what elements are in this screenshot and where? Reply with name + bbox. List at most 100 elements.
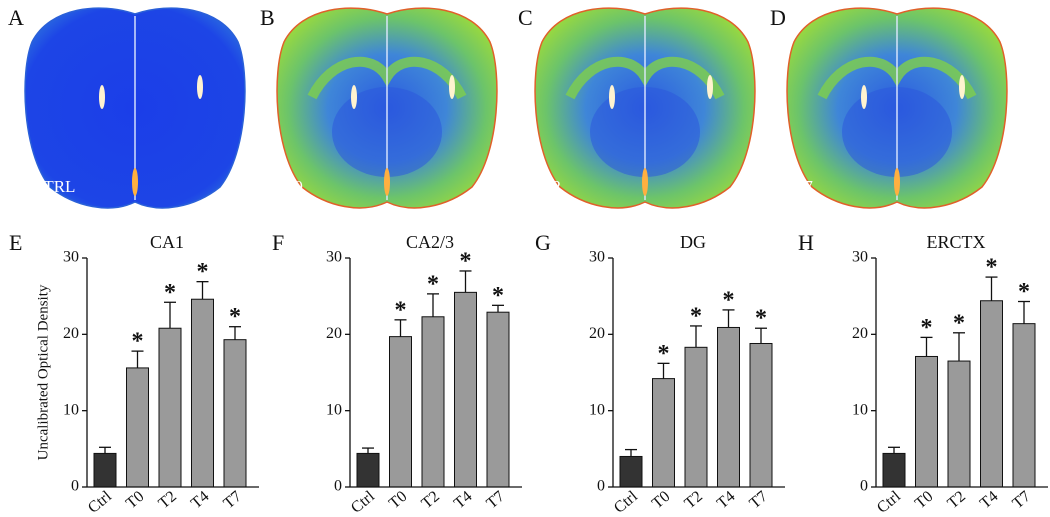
x-tick-label: T4 (188, 488, 213, 512)
bar (421, 316, 445, 488)
ventricle (351, 85, 357, 109)
x-tick-label: T2 (944, 488, 969, 512)
image-label: T0 (284, 177, 303, 196)
y-tick-label: 30 (852, 249, 868, 266)
significance-mark: * (755, 306, 767, 332)
bar (947, 360, 971, 488)
ventricle (449, 75, 455, 99)
panel-letter: G (535, 230, 551, 255)
bar (980, 300, 1003, 488)
bar (619, 455, 643, 488)
brain-image (534, 7, 756, 209)
bar (356, 452, 380, 488)
significance-mark: * (723, 287, 735, 313)
y-tick-label: 30 (63, 249, 79, 266)
x-tick-label: T7 (1009, 488, 1034, 512)
significance-mark: * (395, 297, 407, 323)
x-tick-label: T7 (746, 488, 771, 512)
chart-title: CA2/3 (406, 232, 454, 252)
y-tick-label: 10 (852, 401, 868, 418)
y-tick-label: 0 (597, 478, 605, 495)
ventricle (707, 75, 713, 99)
x-tick-label: T2 (155, 488, 180, 512)
panel-letter: E (9, 230, 22, 255)
y-tick-label: 0 (71, 478, 79, 495)
bar (915, 355, 938, 488)
significance-mark: * (460, 248, 472, 274)
y-tick-label: 10 (63, 401, 79, 418)
y-tick-label: 0 (334, 478, 342, 495)
ventricle (132, 168, 138, 196)
x-tick-label: T0 (123, 488, 148, 512)
ventricle (959, 75, 965, 99)
significance-mark: * (1018, 279, 1030, 305)
x-tick-label: T0 (912, 488, 937, 512)
bar (717, 326, 740, 488)
x-tick-label: Ctrl (348, 487, 378, 516)
ventricle (609, 85, 615, 109)
significance-mark: * (986, 255, 998, 281)
y-tick-label: 30 (326, 249, 342, 266)
image-label: CTRL (32, 177, 75, 196)
y-tick-label: 20 (852, 325, 868, 342)
panel-letter: D (770, 5, 786, 30)
ventricle (642, 168, 648, 196)
x-tick-label: T0 (649, 488, 674, 512)
panel-letter: H (798, 230, 814, 255)
significance-mark: * (132, 329, 144, 355)
panel-letter: B (260, 5, 275, 30)
bar (191, 298, 214, 488)
significance-mark: * (658, 341, 670, 367)
panel-letter: C (518, 5, 533, 30)
x-tick-label: T4 (451, 488, 476, 512)
panel-letter: A (8, 5, 24, 30)
bar (684, 346, 708, 488)
x-tick-label: T2 (418, 488, 443, 512)
chart-title: DG (680, 232, 706, 252)
x-tick-label: T7 (483, 488, 508, 512)
brain-image (276, 7, 498, 209)
ventricle (99, 85, 105, 109)
y-tick-label: 10 (589, 401, 605, 418)
x-tick-label: T4 (714, 488, 739, 512)
bar (126, 367, 149, 488)
significance-mark: * (690, 303, 702, 329)
ventricle (384, 168, 390, 196)
bar (454, 291, 477, 488)
chart-title: CA1 (150, 232, 184, 252)
significance-mark: * (197, 259, 209, 285)
ventricle (861, 85, 867, 109)
bar (223, 339, 247, 488)
y-axis-label: Uncalibrated Optical Density (35, 284, 51, 460)
y-tick-label: 10 (326, 401, 342, 418)
ventricle (894, 168, 900, 196)
significance-mark: * (921, 315, 933, 341)
significance-mark: * (492, 283, 504, 309)
panel-letter: F (272, 230, 284, 255)
bar (486, 311, 510, 488)
y-tick-label: 20 (589, 325, 605, 342)
image-label: T2 (542, 177, 561, 196)
bar (158, 327, 182, 488)
x-tick-label: Ctrl (85, 487, 115, 516)
bar (93, 452, 117, 488)
y-tick-label: 20 (63, 325, 79, 342)
significance-mark: * (427, 271, 439, 297)
image-label: T7 (794, 177, 813, 196)
y-tick-label: 30 (589, 249, 605, 266)
significance-mark: * (229, 304, 241, 330)
bar (749, 342, 773, 488)
x-tick-label: T4 (977, 488, 1002, 512)
significance-mark: * (953, 310, 965, 336)
significance-mark: * (164, 280, 176, 306)
ventricle (197, 75, 203, 99)
brain-image (24, 7, 246, 209)
y-tick-label: 20 (326, 325, 342, 342)
x-tick-label: T2 (681, 488, 706, 512)
x-tick-label: Ctrl (611, 487, 641, 516)
bar (652, 378, 675, 488)
x-tick-label: Ctrl (874, 487, 904, 516)
bar (1012, 323, 1036, 488)
x-tick-label: T7 (220, 488, 245, 512)
